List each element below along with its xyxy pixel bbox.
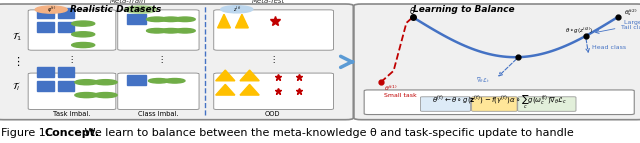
Bar bbox=[58, 81, 74, 91]
Text: We learn to balance between the meta-knowledge θ and task-specific update to han: We learn to balance between the meta-kno… bbox=[81, 128, 574, 138]
Text: Concept.: Concept. bbox=[45, 128, 100, 138]
FancyBboxPatch shape bbox=[118, 73, 199, 110]
Text: Learning to Balance: Learning to Balance bbox=[413, 5, 515, 14]
Polygon shape bbox=[216, 84, 235, 95]
Bar bbox=[37, 67, 54, 77]
Text: $\vdots$: $\vdots$ bbox=[157, 54, 163, 65]
Text: $\nabla_\theta \mathcal{L}_t$: $\nabla_\theta \mathcal{L}_t$ bbox=[476, 75, 490, 85]
Bar bbox=[37, 81, 54, 91]
Circle shape bbox=[175, 17, 195, 22]
Circle shape bbox=[75, 93, 98, 98]
Circle shape bbox=[148, 79, 169, 83]
Text: $\theta^{(t)} \leftarrow \theta \circ g(\mathbf{z}^{(t)}) - f(\gamma^{(t)}) \alp: $\theta^{(t)} \leftarrow \theta \circ g(… bbox=[431, 94, 567, 111]
Circle shape bbox=[94, 80, 117, 85]
Text: $\mathcal{T}_l$: $\mathcal{T}_l$ bbox=[12, 80, 20, 93]
Text: $\theta \circ g(z^{(t2)})$: $\theta \circ g(z^{(t2)})$ bbox=[565, 26, 593, 36]
Bar bbox=[58, 67, 74, 77]
FancyBboxPatch shape bbox=[28, 73, 116, 110]
FancyBboxPatch shape bbox=[214, 10, 333, 50]
Circle shape bbox=[147, 28, 167, 33]
Circle shape bbox=[175, 28, 195, 33]
Circle shape bbox=[147, 17, 167, 22]
Circle shape bbox=[161, 17, 181, 22]
FancyBboxPatch shape bbox=[0, 4, 353, 120]
Text: $\theta^{(t1)}$: $\theta^{(t1)}$ bbox=[384, 83, 397, 93]
Circle shape bbox=[75, 80, 98, 85]
FancyBboxPatch shape bbox=[364, 90, 634, 115]
Circle shape bbox=[72, 21, 95, 26]
FancyBboxPatch shape bbox=[28, 10, 116, 50]
Polygon shape bbox=[236, 14, 248, 28]
Text: $\varphi^{(t)}$: $\varphi^{(t)}$ bbox=[47, 4, 56, 15]
Polygon shape bbox=[240, 84, 259, 95]
Circle shape bbox=[125, 6, 157, 13]
Text: Head class: Head class bbox=[592, 45, 626, 50]
Text: Meta-Train: Meta-Train bbox=[109, 0, 147, 4]
Circle shape bbox=[94, 93, 117, 98]
FancyBboxPatch shape bbox=[518, 97, 576, 111]
Text: Tail class: Tail class bbox=[621, 25, 640, 30]
Polygon shape bbox=[240, 70, 259, 81]
Text: $\vdots$: $\vdots$ bbox=[67, 54, 74, 65]
Text: $\vdots$: $\vdots$ bbox=[269, 54, 275, 65]
FancyBboxPatch shape bbox=[118, 10, 199, 50]
Circle shape bbox=[164, 79, 185, 83]
Bar bbox=[58, 8, 74, 18]
Text: $\omega^{(t)}$: $\omega^{(t)}$ bbox=[136, 5, 146, 14]
Polygon shape bbox=[218, 14, 230, 28]
Text: $\vdots$: $\vdots$ bbox=[12, 55, 20, 68]
Text: $\mathcal{T}_1$: $\mathcal{T}_1$ bbox=[12, 31, 22, 43]
Text: Small task: Small task bbox=[384, 93, 417, 98]
Circle shape bbox=[72, 42, 95, 48]
FancyBboxPatch shape bbox=[354, 4, 640, 120]
Text: Large task: Large task bbox=[624, 20, 640, 25]
Text: $\theta_s^{(t2)}$: $\theta_s^{(t2)}$ bbox=[624, 7, 637, 18]
Polygon shape bbox=[216, 70, 235, 81]
Text: $z^{(t)}$: $z^{(t)}$ bbox=[232, 5, 241, 14]
Circle shape bbox=[35, 6, 67, 13]
Circle shape bbox=[221, 6, 253, 13]
FancyBboxPatch shape bbox=[420, 97, 470, 111]
Text: Task Imbal.: Task Imbal. bbox=[53, 111, 90, 117]
Bar bbox=[37, 22, 54, 32]
Bar bbox=[127, 14, 146, 24]
FancyBboxPatch shape bbox=[472, 97, 517, 111]
Text: Figure 1:: Figure 1: bbox=[1, 128, 53, 138]
Bar bbox=[58, 22, 74, 32]
Text: $\theta$: $\theta$ bbox=[410, 5, 416, 15]
Text: Meta-Test: Meta-Test bbox=[252, 0, 285, 4]
Circle shape bbox=[72, 32, 95, 37]
Bar bbox=[37, 8, 54, 18]
FancyArrowPatch shape bbox=[340, 56, 353, 67]
Text: Class Imbal.: Class Imbal. bbox=[138, 111, 179, 117]
FancyBboxPatch shape bbox=[214, 73, 333, 110]
Circle shape bbox=[161, 28, 181, 33]
Bar bbox=[127, 75, 146, 85]
Text: Realistic Datasets: Realistic Datasets bbox=[70, 5, 162, 14]
Text: OOD: OOD bbox=[264, 111, 280, 117]
